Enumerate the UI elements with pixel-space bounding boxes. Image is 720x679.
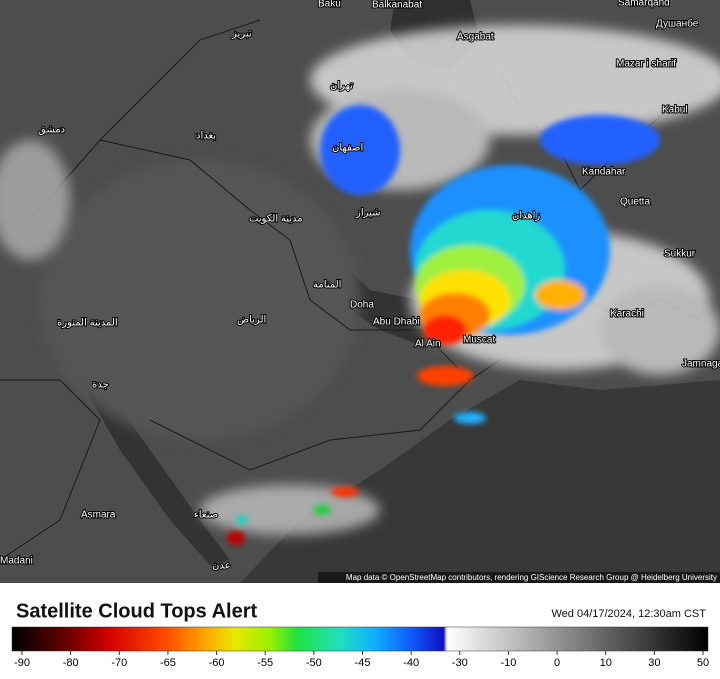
city-label: Balkanabat xyxy=(372,0,422,11)
city-label: Samarqand xyxy=(618,0,670,9)
city-label: تهران xyxy=(330,81,353,92)
city-label: Doha xyxy=(350,300,374,311)
tick-label: 10 xyxy=(600,657,612,669)
tick-label: -60 xyxy=(209,657,225,669)
map: Baku Balkanabat Samarqand Душанбе Asgaba… xyxy=(0,0,720,583)
city-label: صنعاء xyxy=(194,510,218,521)
tick-label: -40 xyxy=(403,657,419,669)
city-label: المدينة المنورة xyxy=(57,318,118,329)
city-label: Karachi xyxy=(610,309,644,320)
legend-title: Satellite Cloud Tops Alert xyxy=(16,600,257,622)
city-label: Quetta xyxy=(620,197,650,208)
tick-label: -65 xyxy=(160,657,176,669)
legend: Satellite Cloud Tops Alert Wed 04/17/202… xyxy=(11,600,709,669)
city-label: تبریز xyxy=(231,29,252,40)
city-label: Kabul xyxy=(662,105,688,116)
city-label: عدن xyxy=(212,561,231,572)
city-label: زاهدان xyxy=(512,211,540,222)
tick-label: -45 xyxy=(355,657,371,669)
city-label: دمشق xyxy=(38,125,65,136)
city-label: Kandahar xyxy=(582,167,626,178)
tick-label: -55 xyxy=(257,657,273,669)
tick-label: 0 xyxy=(554,657,560,669)
attribution: Map data © OpenStreetMap contributors, r… xyxy=(346,573,717,582)
city-label: Madani xyxy=(0,556,33,567)
city-label: Baku xyxy=(318,0,341,10)
tick-label: -30 xyxy=(452,657,468,669)
city-label: Jamnagar xyxy=(682,359,720,370)
city-label: الرياض xyxy=(237,315,266,326)
city-label: Abu Dhabi xyxy=(373,317,420,328)
city-label: شیراز xyxy=(355,208,381,219)
timestamp: Wed 04/17/2024, 12:30am CST xyxy=(551,608,706,620)
city-label: جدة xyxy=(92,380,109,391)
city-label: بغداد xyxy=(196,131,216,142)
tick-label: -90 xyxy=(14,657,30,669)
city-label: Душанбе xyxy=(656,18,699,30)
tick-label: -70 xyxy=(111,657,127,669)
city-label: اصفهان xyxy=(332,143,363,154)
city-label: Muscat xyxy=(463,335,495,346)
city-label: Mazar i sharif xyxy=(616,59,676,70)
colorbar xyxy=(11,626,709,652)
city-label: Asmara xyxy=(81,510,116,521)
tick-label: 30 xyxy=(648,657,660,669)
city-labels: Baku Balkanabat Samarqand Душанбе Asgaba… xyxy=(0,0,720,573)
city-label: Sukkur xyxy=(664,249,696,260)
tick-label: 50 xyxy=(697,657,709,669)
city-label: Al Ain xyxy=(415,339,441,350)
tick-label: -50 xyxy=(306,657,322,669)
tick-label: -80 xyxy=(63,657,79,669)
city-label: المنامة xyxy=(313,280,341,291)
city-label: Asgabat xyxy=(457,32,494,43)
city-label: مدينة الكويت xyxy=(249,214,303,225)
colorbar-ticks: -90 -80 -70 -65 -60 -55 -50 -45 -40 -30 -10 0 10 30 50 xyxy=(14,651,709,669)
tick-label: -10 xyxy=(500,657,516,669)
